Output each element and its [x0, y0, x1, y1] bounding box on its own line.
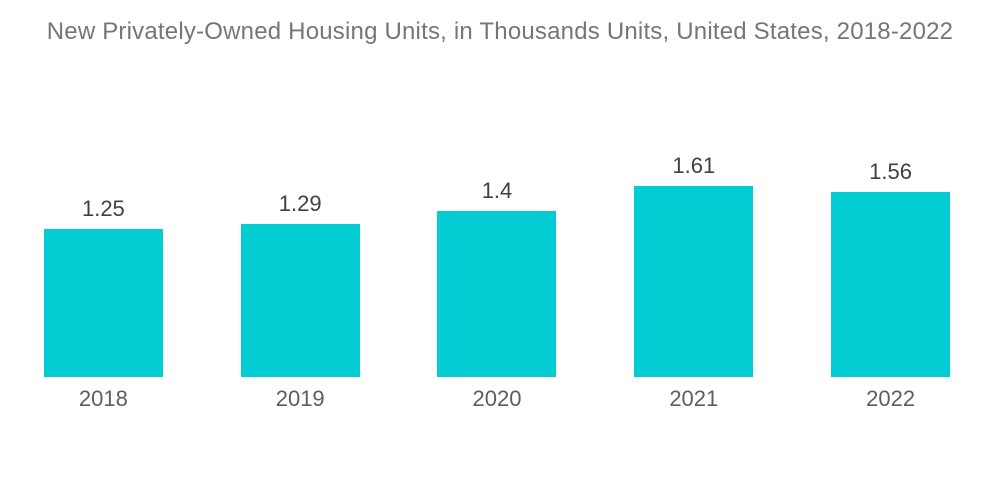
x-axis-label: 2021 — [669, 386, 719, 411]
bar-2021 — [634, 186, 754, 377]
bar-area: 1.56 — [831, 137, 951, 377]
bar-value-label: 1.61 — [672, 153, 716, 178]
bar-area: 1.4 — [437, 137, 557, 377]
bar-column-2022: 1.56 2022 — [792, 137, 989, 410]
chart-title: New Privately-Owned Housing Units, in Th… — [46, 18, 954, 45]
bar-value-label: 1.4 — [481, 178, 513, 203]
bar-2020 — [437, 211, 557, 377]
x-axis-label: 2018 — [78, 386, 128, 411]
bar-area: 1.25 — [43, 137, 163, 377]
bar-column-2020: 1.4 2020 — [399, 137, 596, 410]
bar-2019 — [240, 224, 360, 377]
bar-column-2018: 1.25 2018 — [5, 137, 202, 410]
bar-value-label: 1.25 — [81, 196, 125, 221]
bar-columns: 1.25 2018 1.29 2019 1.4 2020 1.61 2021 1.56 2022 — [5, 137, 989, 410]
x-axis-label: 2019 — [275, 386, 325, 411]
bar-area: 1.61 — [634, 137, 754, 377]
x-axis-label: 2020 — [472, 386, 522, 411]
bar-value-label: 1.56 — [869, 159, 912, 184]
bar-column-2021: 1.61 2021 — [595, 137, 792, 410]
x-axis-label: 2022 — [866, 386, 916, 411]
bar-2018 — [43, 229, 163, 377]
bar-area: 1.29 — [240, 137, 360, 377]
bar-value-label: 1.29 — [278, 191, 322, 216]
bar-chart: 1.25 2018 1.29 2019 1.4 2020 1.61 2021 1.56 2022 — [5, 137, 989, 410]
bar-2022 — [831, 192, 951, 377]
bar-column-2019: 1.29 2019 — [202, 137, 399, 410]
